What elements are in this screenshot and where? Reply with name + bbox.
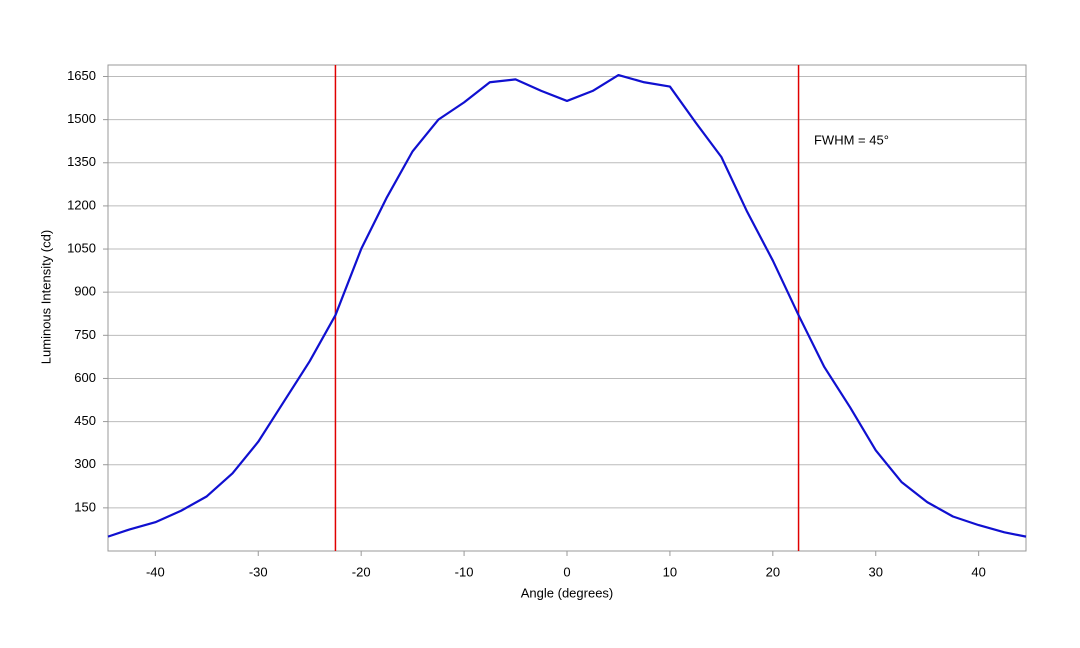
- x-tick-label: 30: [869, 564, 883, 579]
- y-tick-label: 1650: [67, 68, 96, 83]
- y-tick-label: 1050: [67, 240, 96, 255]
- data-line: [107, 73, 1027, 538]
- x-tick-label: -10: [455, 564, 474, 579]
- y-tick-label: 900: [74, 284, 96, 299]
- y-tick-label: 450: [74, 413, 96, 428]
- y-tick-label: 300: [74, 456, 96, 471]
- annotation: FWHM = 45°: [814, 133, 889, 148]
- y-axis-label: Luminous Intensity (cd): [38, 230, 53, 364]
- x-axis-label: Angle (degrees): [521, 585, 614, 600]
- y-tick-label: 750: [74, 327, 96, 342]
- y-tick-label: 600: [74, 370, 96, 385]
- x-tick-label: 40: [971, 564, 985, 579]
- plot-frame: [107, 64, 1027, 552]
- x-tick-label: 10: [663, 564, 677, 579]
- x-tick-label: -20: [352, 564, 371, 579]
- x-tick-label: -40: [146, 564, 165, 579]
- x-tick-label: -30: [249, 564, 268, 579]
- y-tick-label: 150: [74, 499, 96, 514]
- y-tick-label: 1500: [67, 111, 96, 126]
- x-tick-label: 0: [563, 564, 570, 579]
- y-tick-label: 1350: [67, 154, 96, 169]
- y-tick-label: 1200: [67, 197, 96, 212]
- x-tick-label: 20: [766, 564, 780, 579]
